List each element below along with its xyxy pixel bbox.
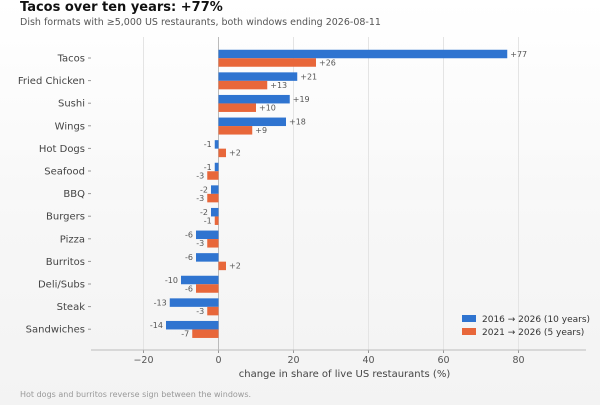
bar-5-year bbox=[218, 261, 226, 271]
category-label: Hot Dogs bbox=[39, 144, 85, 155]
bar-5-year bbox=[196, 284, 219, 293]
bar-5-year bbox=[214, 216, 219, 225]
category-label: BBQ bbox=[63, 189, 85, 200]
x-tick-label: 80 bbox=[512, 355, 524, 366]
category-label: Sandwiches bbox=[26, 325, 85, 336]
data-label: +19 bbox=[293, 95, 310, 104]
x-tick-label: 0 bbox=[215, 355, 221, 366]
data-label: -3 bbox=[196, 171, 204, 180]
category-label: Fried Chicken bbox=[18, 76, 85, 87]
legend-label: 2021 → 2026 (5 years) bbox=[482, 328, 584, 338]
category-label: Pizza bbox=[60, 234, 85, 245]
bar-10-year bbox=[218, 94, 290, 104]
x-tick-label: 20 bbox=[287, 355, 299, 366]
bar-10-year bbox=[218, 72, 298, 81]
bar-5-year bbox=[192, 329, 219, 338]
bar-10-year bbox=[218, 117, 286, 127]
bar-5-year bbox=[207, 306, 219, 316]
data-label: +77 bbox=[510, 50, 527, 59]
x-tick-label: 40 bbox=[362, 355, 374, 366]
category-label: Sushi bbox=[58, 99, 85, 110]
data-label: +9 bbox=[255, 126, 267, 135]
bar-5-year bbox=[207, 239, 219, 248]
data-label: -10 bbox=[165, 276, 178, 285]
data-label: -2 bbox=[200, 185, 208, 194]
bar-10-year bbox=[181, 275, 219, 285]
bar-10-year bbox=[196, 253, 219, 262]
bar-10-year bbox=[169, 298, 219, 307]
data-label: +13 bbox=[270, 81, 287, 90]
data-label: -13 bbox=[154, 298, 167, 307]
data-label: -3 bbox=[196, 194, 204, 203]
chart-title: Tacos over ten years: +77% bbox=[20, 0, 223, 15]
data-label: -14 bbox=[150, 321, 163, 330]
data-label: +18 bbox=[289, 118, 306, 127]
data-label: +21 bbox=[300, 72, 317, 81]
bar-5-year bbox=[207, 193, 219, 203]
legend-swatch-5-year bbox=[462, 328, 476, 335]
category-label: Burritos bbox=[46, 257, 85, 268]
data-label: +2 bbox=[229, 262, 241, 271]
data-label: +10 bbox=[259, 103, 276, 112]
x-axis-title: change in share of live US restaurants (… bbox=[239, 369, 451, 380]
data-label: -6 bbox=[185, 253, 193, 262]
chart-footnote: Hot dogs and burritos reverse sign betwe… bbox=[20, 390, 252, 399]
category-label: Seafood bbox=[44, 167, 85, 178]
bar-10-year bbox=[211, 185, 219, 194]
category-label: Steak bbox=[57, 302, 86, 313]
category-label: Tacos bbox=[57, 54, 85, 65]
bar-chart: −20 0 20 40 60 80 change in share of live US r… bbox=[18, 37, 590, 380]
bar-5-year bbox=[218, 58, 316, 67]
data-label: -6 bbox=[185, 231, 193, 240]
data-label: -1 bbox=[204, 140, 212, 149]
chart-subtitle: Dish formats with ≥5,000 US restaurants,… bbox=[20, 17, 381, 28]
data-label: -1 bbox=[204, 163, 212, 172]
bar-10-year bbox=[211, 207, 219, 217]
legend-swatch-10-year bbox=[462, 315, 476, 322]
bar-5-year bbox=[218, 80, 268, 90]
category-label: Wings bbox=[55, 121, 85, 132]
data-label: -6 bbox=[185, 284, 193, 293]
x-tick-label: −20 bbox=[133, 355, 153, 366]
bar-5-year bbox=[207, 171, 219, 180]
data-label: -3 bbox=[196, 307, 204, 316]
x-tick-label: 60 bbox=[437, 355, 449, 366]
bar-10-year bbox=[214, 162, 219, 172]
bar-10-year bbox=[218, 49, 508, 59]
bar-5-year bbox=[218, 103, 256, 112]
data-label: -7 bbox=[181, 329, 189, 338]
bar-10-year bbox=[214, 140, 219, 149]
bar-10-year bbox=[196, 230, 219, 240]
data-label: -1 bbox=[204, 216, 212, 225]
data-label: -3 bbox=[196, 239, 204, 248]
data-label: +26 bbox=[319, 58, 336, 67]
data-label: -2 bbox=[200, 208, 208, 217]
category-label: Deli/Subs bbox=[38, 280, 85, 291]
legend-label: 2016 → 2026 (10 years) bbox=[482, 315, 590, 325]
bar-10-year bbox=[166, 320, 219, 330]
bar-5-year bbox=[218, 126, 253, 135]
category-label: Burgers bbox=[46, 212, 85, 223]
data-label: +2 bbox=[229, 149, 241, 158]
bar-5-year bbox=[218, 148, 226, 158]
